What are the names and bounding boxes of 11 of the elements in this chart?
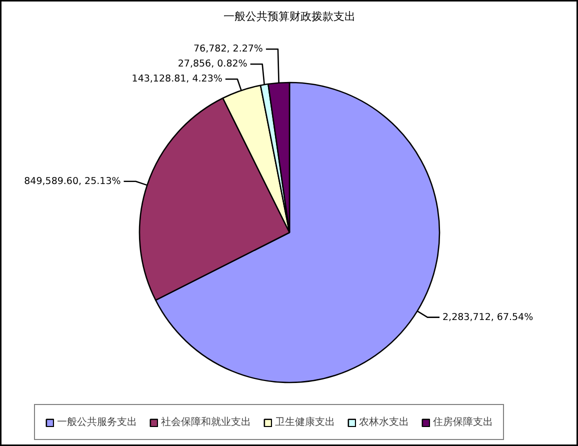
data-label: 143,128.81, 4.23%	[132, 74, 222, 85]
chart-title: 一般公共预算财政拨款支出	[224, 10, 356, 23]
legend-label: 农林水支出	[359, 416, 409, 429]
legend-label: 一般公共服务支出	[57, 416, 137, 429]
legend-label: 社会保障和就业支出	[161, 416, 251, 429]
legend-label: 住房保障支出	[433, 416, 493, 429]
legend-label: 卫生健康支出	[275, 416, 335, 429]
data-label: 27,856, 0.82%	[178, 58, 248, 70]
data-label: 849,589.60, 25.13%	[24, 176, 121, 187]
data-label: 2,283,712, 67.54%	[442, 312, 534, 323]
data-label: 76,782, 2.27%	[193, 44, 263, 55]
